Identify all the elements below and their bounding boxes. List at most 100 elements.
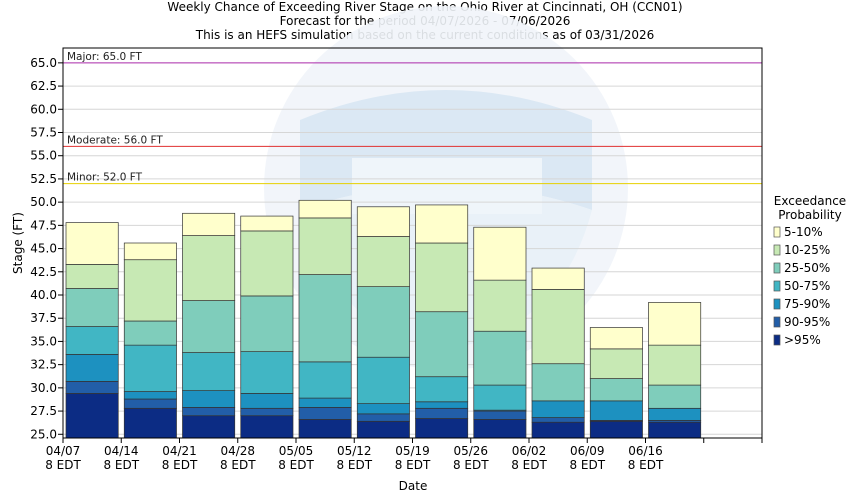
bar-segment [240, 230, 294, 297]
bar-segment [182, 212, 236, 236]
bar-segment [473, 226, 527, 281]
flood-level-label: Major: 65.0 FT [67, 51, 142, 63]
y-tick-label: 62.5 [30, 79, 57, 93]
x-tick-date: 06/02 [512, 444, 547, 458]
y-tick-label: 45.0 [30, 242, 57, 256]
x-tick-date: 05/19 [395, 444, 430, 458]
y-axis-label: Stage (FT) [11, 212, 25, 274]
x-tick-date: 06/16 [628, 444, 663, 458]
x-tick-time: 8 EDT [395, 458, 431, 472]
bar-segment [415, 311, 469, 378]
bar-segment [182, 352, 236, 391]
bar-segment [123, 391, 177, 400]
legend-swatch [773, 262, 781, 274]
bar-segment [531, 363, 585, 402]
bar-segment [589, 327, 643, 350]
bar-segment [65, 354, 119, 382]
legend-label: 75-90% [784, 297, 830, 311]
bar-segment [531, 417, 585, 423]
legend-title-line-1: Exceedance [774, 194, 846, 208]
bar-segment [531, 400, 585, 418]
x-tick-time: 8 EDT [220, 458, 256, 472]
x-tick-date: 05/26 [453, 444, 488, 458]
bar-segment [589, 400, 643, 421]
flood-level-lines: Major: 65.0 FT Moderate: 56.0 FT Minor: 52… [63, 51, 762, 185]
bar-segment [356, 206, 410, 237]
bar-segment [123, 320, 177, 346]
x-tick-time: 8 EDT [453, 458, 489, 472]
bar-segment [65, 288, 119, 327]
bar-segment [65, 326, 119, 355]
bar-segment [65, 222, 119, 265]
legend-title-line-2: Probability [778, 208, 841, 222]
bar-segment [182, 235, 236, 301]
bar-segment [648, 302, 702, 346]
y-tick-label: 50.0 [30, 195, 57, 209]
legend-label: 90-95% [784, 315, 830, 329]
legend-swatch [773, 244, 781, 256]
bar-segment [123, 344, 177, 392]
bar-segment [298, 217, 352, 275]
bar-segment [123, 242, 177, 261]
y-tick-label: 57.5 [30, 126, 57, 140]
y-tick-label: 25.0 [30, 427, 57, 441]
legend-swatch [773, 226, 781, 238]
y-axis-ticks: 25.0 27.5 30.0 32.5 35.0 37.5 40.0 42.5 45.0 47.5… [30, 56, 63, 441]
legend-label: >95% [784, 333, 821, 347]
x-tick-date: 04/28 [220, 444, 255, 458]
bar-segment [531, 289, 585, 365]
bar-segment [240, 393, 294, 409]
y-tick-label: 52.5 [30, 172, 57, 186]
bar-segment [298, 397, 352, 408]
bar-segment [648, 344, 702, 386]
bar-segment [415, 242, 469, 313]
bar-segment [298, 419, 352, 439]
legend-swatch [773, 334, 781, 346]
bar-segment [356, 413, 410, 422]
x-tick-time: 8 EDT [162, 458, 198, 472]
x-tick-date: 05/05 [279, 444, 314, 458]
bar-segment [473, 419, 527, 439]
y-tick-label: 60.0 [30, 102, 57, 116]
bar-segment [240, 415, 294, 439]
bar-segment [531, 267, 585, 290]
bar-segment [473, 330, 527, 386]
bar-segment [473, 384, 527, 411]
flood-level-label: Moderate: 56.0 FT [67, 134, 163, 146]
bar-segment [589, 348, 643, 379]
legend-label: 25-50% [784, 261, 830, 275]
bar-segment [123, 259, 177, 322]
bar-segment [240, 351, 294, 394]
legend-swatch [773, 280, 781, 292]
legend-label: 5-10% [784, 225, 823, 239]
x-tick-time: 8 EDT [569, 458, 605, 472]
bar-segment [182, 415, 236, 439]
bar-segment [65, 264, 119, 289]
y-tick-label: 40.0 [30, 288, 57, 302]
bar-segment [648, 421, 702, 439]
y-tick-label: 47.5 [30, 218, 57, 232]
legend: Exceedance Probability 5-10% 10-25% 25-50%… [773, 194, 846, 347]
legend-swatch [773, 298, 781, 310]
bar-segment [182, 390, 236, 408]
bar-segment [589, 420, 643, 439]
x-tick-date: 05/12 [337, 444, 372, 458]
bar-segment [65, 393, 119, 439]
bar-segment [356, 286, 410, 358]
bar-segment [648, 384, 702, 409]
bar-segment [298, 407, 352, 420]
legend-label: 50-75% [784, 279, 830, 293]
bar-segment [123, 398, 177, 409]
bar-segment [298, 274, 352, 363]
x-tick-date: 04/07 [46, 444, 81, 458]
y-tick-label: 55.0 [30, 149, 57, 163]
bar-segment [473, 279, 527, 332]
bar-segment [356, 236, 410, 287]
y-gridlines [63, 62, 762, 435]
x-tick-time: 8 EDT [45, 458, 81, 472]
y-tick-label: 65.0 [30, 56, 57, 70]
y-tick-label: 37.5 [30, 311, 57, 325]
bar-segment [298, 199, 352, 219]
bar-segment [65, 381, 119, 394]
